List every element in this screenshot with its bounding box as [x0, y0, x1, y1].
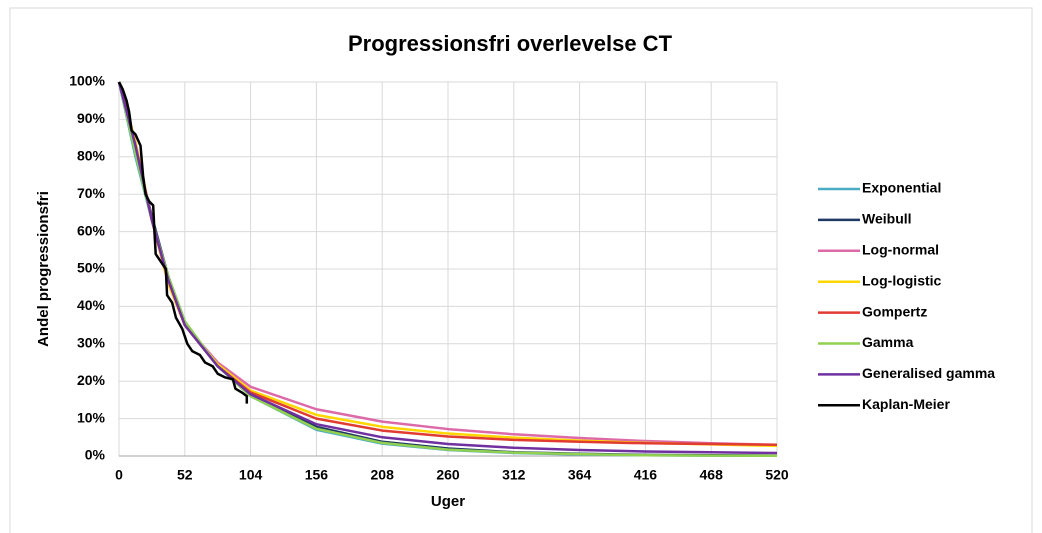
series-line: [117, 81, 778, 455]
legend-label: Kaplan-Meier: [862, 396, 950, 412]
legend-label: Log-normal: [862, 242, 939, 258]
x-tick-label: 260: [436, 467, 460, 483]
series-line: [117, 81, 249, 404]
y-axis-title: Andel progressionsfri: [35, 191, 52, 347]
legend-label: Gamma: [862, 334, 914, 350]
x-tick-label: 468: [700, 467, 724, 483]
y-tick-label: 10%: [77, 409, 106, 425]
legend-label: Gompertz: [862, 303, 927, 319]
x-axis-title: Uger: [431, 493, 465, 510]
chart-title: Progressionsfri overlevelse CT: [348, 31, 673, 56]
y-tick-label: 40%: [77, 297, 106, 313]
x-tick-label: 52: [177, 467, 193, 483]
y-tick-label: 0%: [85, 447, 106, 463]
legend-label: Weibull: [862, 211, 912, 227]
y-tick-label: 80%: [77, 148, 106, 164]
y-tick-label: 70%: [77, 185, 106, 201]
legend-label: Generalised gamma: [862, 365, 995, 381]
x-tick-label: 364: [568, 467, 592, 483]
x-tick-label: 156: [305, 467, 329, 483]
x-tick-label: 0: [115, 467, 123, 483]
y-tick-label: 90%: [77, 110, 106, 126]
x-tick-label: 416: [634, 467, 658, 483]
y-tick-label: 20%: [77, 372, 106, 388]
x-tick-label: 208: [371, 467, 395, 483]
chart-border: [9, 7, 1033, 533]
x-tick-label: 104: [239, 467, 263, 483]
legend-label: Exponential: [862, 180, 941, 196]
y-tick-label: 50%: [77, 260, 106, 276]
y-tick-label: 60%: [77, 222, 106, 238]
y-tick-label: 30%: [77, 335, 106, 351]
x-tick-label: 520: [765, 467, 789, 483]
legend-label: Log-logistic: [862, 272, 942, 288]
x-tick-label: 312: [502, 467, 526, 483]
y-tick-label: 100%: [69, 73, 105, 89]
